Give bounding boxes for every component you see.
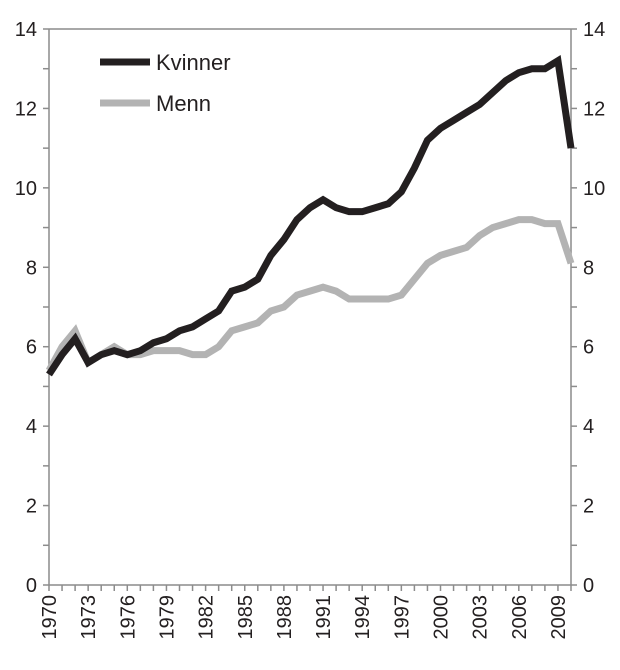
left-y-tick-label: 8 bbox=[26, 257, 37, 279]
legend-label: Menn bbox=[156, 91, 211, 116]
left-y-tick-label: 10 bbox=[15, 178, 37, 200]
left-y-tick-label: 6 bbox=[26, 337, 37, 359]
left-y-tick-label: 2 bbox=[26, 496, 37, 518]
x-tick-label: 1988 bbox=[274, 595, 296, 640]
right-y-tick-label: 8 bbox=[583, 257, 594, 279]
x-tick-label: 1976 bbox=[117, 595, 139, 640]
x-tick-label: 2000 bbox=[431, 595, 453, 640]
right-y-tick-label: 2 bbox=[583, 496, 594, 518]
right-y-tick-label: 6 bbox=[583, 337, 594, 359]
right-y-tick-label: 0 bbox=[583, 575, 594, 597]
x-tick-label: 1970 bbox=[39, 595, 61, 640]
left-y-tick-label: 12 bbox=[15, 98, 37, 120]
x-tick-label: 1985 bbox=[235, 595, 257, 640]
x-tick-label: 2003 bbox=[470, 595, 492, 640]
right-y-tick-label: 14 bbox=[583, 19, 605, 41]
x-tick-label: 2009 bbox=[548, 595, 570, 640]
x-tick-label: 1991 bbox=[313, 595, 335, 640]
left-y-tick-label: 14 bbox=[15, 19, 37, 41]
right-y-tick-label: 10 bbox=[583, 178, 605, 200]
x-tick-label: 1973 bbox=[78, 595, 100, 640]
legend-label: Kvinner bbox=[156, 50, 231, 75]
series-line-kvinner bbox=[46, 55, 575, 377]
series-line-menn bbox=[45, 216, 575, 373]
x-tick-label: 1982 bbox=[196, 595, 218, 640]
left-y-tick-label: 0 bbox=[26, 575, 37, 597]
x-tick-label: 1994 bbox=[352, 595, 374, 640]
right-y-tick-label: 4 bbox=[583, 416, 594, 438]
x-tick-label: 1997 bbox=[391, 595, 413, 640]
x-tick-label: 1979 bbox=[156, 595, 178, 640]
x-tick-label: 2006 bbox=[509, 595, 531, 640]
left-y-tick-label: 4 bbox=[26, 416, 37, 438]
right-y-tick-label: 12 bbox=[583, 98, 605, 120]
